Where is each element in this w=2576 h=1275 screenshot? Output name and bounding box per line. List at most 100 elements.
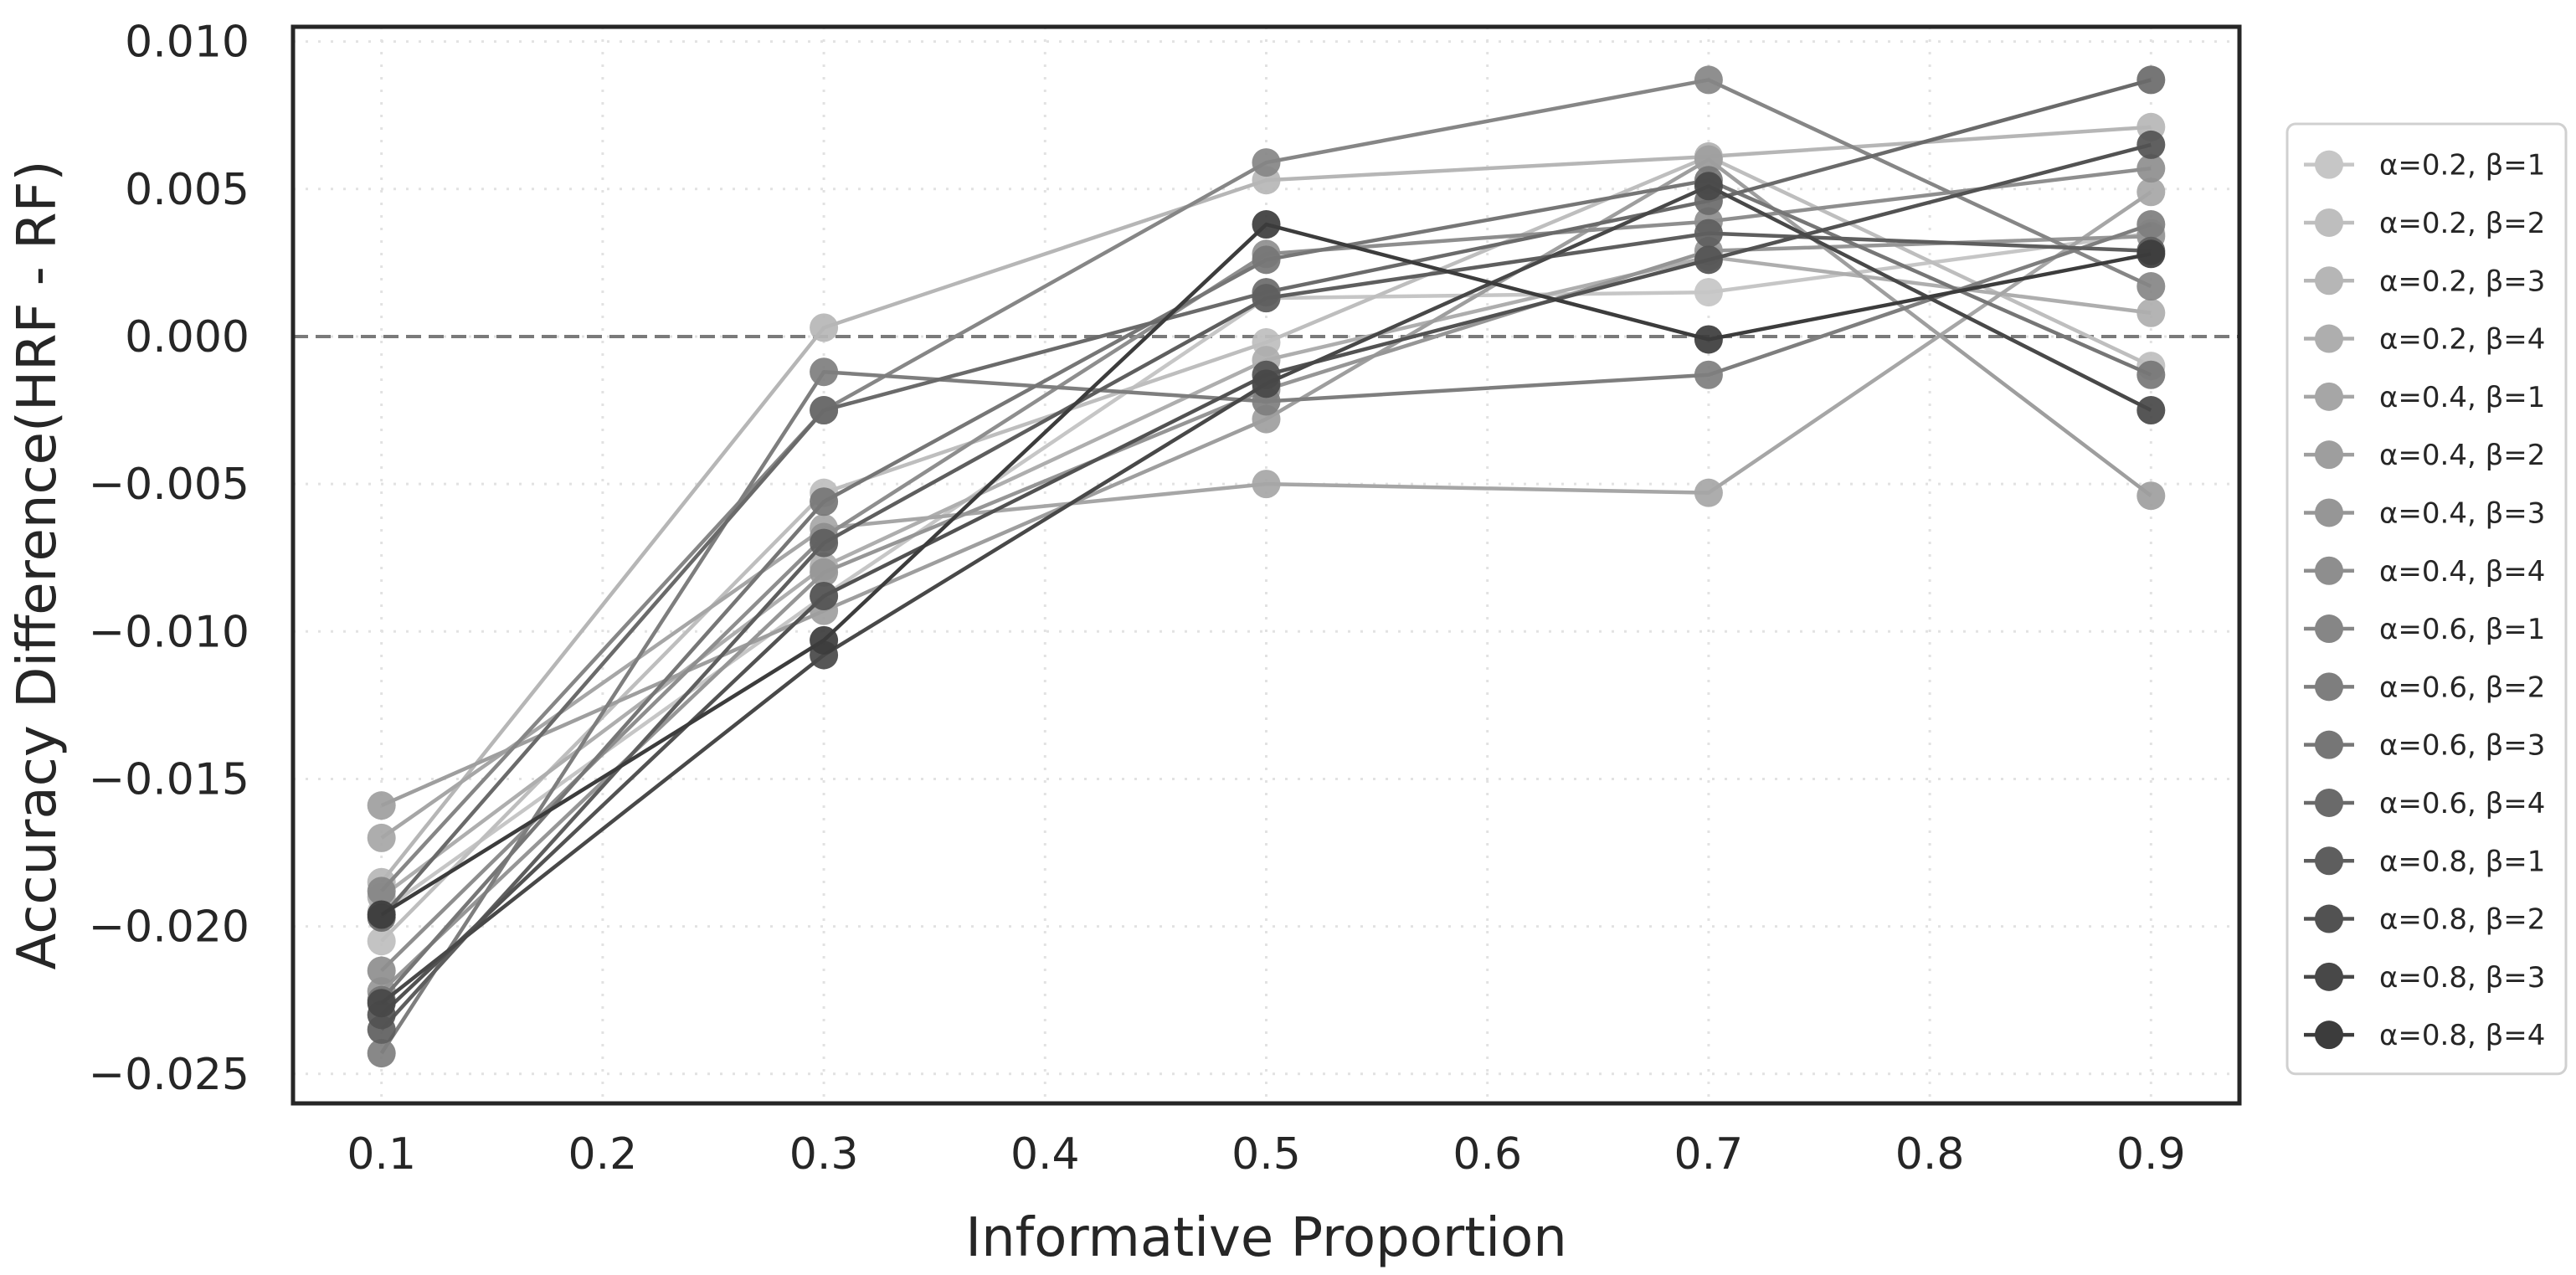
legend-label: α=0.6, β=3 [2379,729,2545,763]
data-point [1694,245,1723,275]
legend-label: α=0.6, β=2 [2379,671,2545,704]
legend-entry: α=0.8, β=3 [2304,961,2545,995]
legend-entry: α=0.6, β=2 [2304,671,2545,704]
data-point [810,581,839,610]
x-tick-label: 0.8 [1895,1129,1965,1180]
y-tick-label: −0.020 [89,902,249,953]
legend-marker [2315,788,2343,817]
legend-entry: α=0.6, β=1 [2304,613,2545,646]
legend-marker [2315,904,2343,933]
legend-entry: α=0.2, β=4 [2304,323,2545,357]
data-point [367,791,396,820]
series-10 [367,210,2166,1068]
data-point [1694,325,1723,354]
data-point [1694,278,1723,307]
legend-label: α=0.8, β=1 [2379,845,2545,878]
x-tick-label: 0.5 [1231,1129,1301,1180]
data-point [1694,145,1723,174]
data-point [2136,130,2166,159]
data-point [2136,239,2166,269]
legend-entry: α=0.8, β=4 [2304,1019,2545,1052]
data-point [2136,272,2166,301]
data-point [2136,396,2166,425]
legend-label: α=0.8, β=4 [2379,1019,2545,1052]
legend-box [2285,122,2568,1076]
legend-entry: α=0.8, β=1 [2304,845,2545,878]
y-tick-label: 0.000 [125,312,249,362]
y-tick-label: −0.010 [89,607,249,657]
data-point [1694,218,1723,248]
legend-label: α=0.2, β=1 [2379,149,2545,183]
plot-frame [291,24,2242,1106]
data-point [1252,369,1281,398]
x-axis-title: Informative Proportion [965,1207,1567,1269]
x-tick-label: 0.3 [789,1129,859,1180]
legend-marker [2315,324,2343,353]
data-point [1252,470,1281,499]
y-tick-label: 0.010 [125,18,249,68]
legend-label: α=0.6, β=1 [2379,613,2545,646]
series-16 [367,210,2166,929]
data-point [2136,481,2166,511]
data-point [1252,245,1281,275]
x-tick-label: 0.2 [568,1129,638,1180]
data-point [2136,210,2166,239]
legend-marker [2315,208,2343,237]
legend-marker [2315,1021,2343,1050]
y-tick-label: −0.015 [89,754,249,805]
data-point [2136,177,2166,207]
legend-entry: α=0.4, β=2 [2304,439,2545,472]
legend-label: α=0.2, β=2 [2379,207,2545,240]
data-point [810,313,839,342]
series-9 [367,65,2166,906]
x-tick-label: 0.9 [2116,1129,2186,1180]
x-tick-label: 0.7 [1674,1129,1744,1180]
data-point [810,625,839,655]
legend-marker [2315,440,2343,470]
y-axis-title: Accuracy Difference(HRF - RF) [7,161,69,970]
legend-label: α=0.4, β=2 [2379,439,2545,472]
data-point [367,989,396,1018]
data-point [1252,210,1281,239]
legend-marker [2315,382,2343,411]
data-point [2136,360,2166,389]
grid [293,27,2239,1103]
legend-entry: α=0.8, β=2 [2304,903,2545,937]
legend-entry: α=0.6, β=3 [2304,729,2545,763]
legend-label: α=0.4, β=4 [2379,555,2545,589]
data-point [2136,154,2166,183]
legend-entry: α=0.4, β=4 [2304,555,2545,589]
legend-marker [2315,614,2343,644]
data-point [367,823,396,852]
legend-entry: α=0.4, β=1 [2304,381,2545,414]
data-point [810,487,839,517]
y-tick-label: −0.005 [89,460,249,510]
data-point [1694,65,1723,95]
legend-entry: α=0.6, β=4 [2304,787,2545,820]
data-point [810,396,839,425]
legend-label: α=0.8, β=2 [2379,903,2545,937]
legend-entry: α=0.4, β=3 [2304,496,2545,530]
legend-marker [2315,730,2343,759]
legend-marker [2315,150,2343,179]
legend-marker [2315,498,2343,527]
x-tick-label: 0.6 [1453,1129,1522,1180]
series-group [367,65,2166,1068]
legend-label: α=0.8, β=3 [2379,961,2545,995]
legend-entry: α=0.2, β=1 [2304,149,2545,183]
legend: α=0.2, β=1 α=0.2, β=2 α=0.2, β=3 α=0.2, β=4… [2285,122,2568,1076]
data-point [810,357,839,387]
y-tick-label: 0.005 [125,165,249,215]
legend-marker [2315,556,2343,585]
legend-marker [2315,672,2343,702]
legend-marker [2315,266,2343,296]
data-point [367,1039,396,1068]
legend-label: α=0.4, β=1 [2379,381,2545,414]
data-point [810,528,839,558]
data-point [1252,284,1281,313]
legend-entry: α=0.2, β=3 [2304,265,2545,298]
data-point [2136,298,2166,327]
legend-label: α=0.2, β=4 [2379,323,2545,357]
data-point [1694,172,1723,201]
